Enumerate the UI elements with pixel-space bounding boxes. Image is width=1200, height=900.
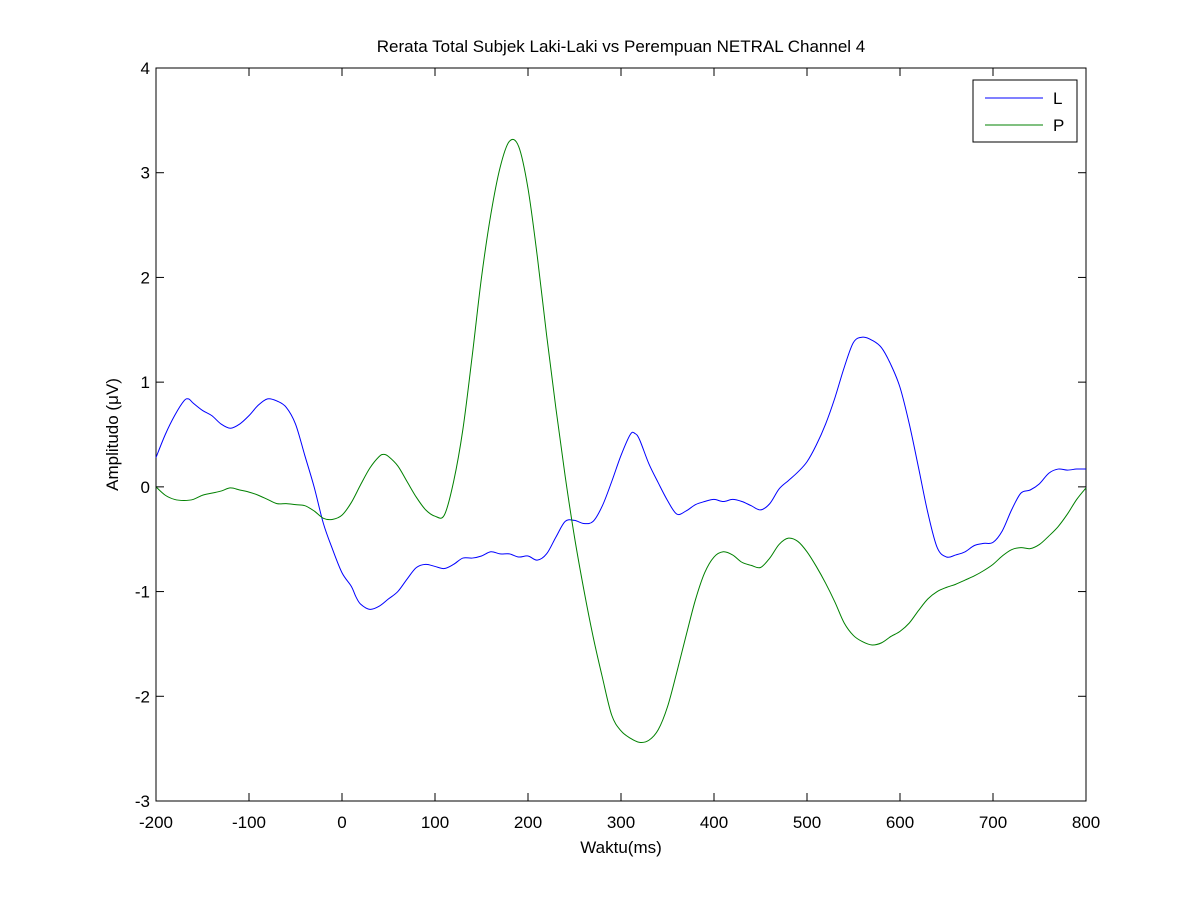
series-layer <box>155 138 1087 743</box>
x-tick-label: 400 <box>700 813 728 832</box>
y-tick-label: 2 <box>141 268 150 287</box>
plot-area <box>155 67 1087 802</box>
y-tick-label: -1 <box>135 583 150 602</box>
y-axis-title: Amplitudo (μV) <box>103 378 122 491</box>
y-tick-label: 4 <box>141 59 150 78</box>
x-tick-label: 100 <box>421 813 449 832</box>
y-tick-label: 3 <box>141 164 150 183</box>
y-tick-label: -3 <box>135 792 150 811</box>
x-tick-label: -200 <box>139 813 173 832</box>
legend-label-P: P <box>1053 116 1064 135</box>
axis-ticks: -200 -100 0 100 200 300 400 500 600 700 800 -3 -2 -1 0… <box>135 59 1100 832</box>
x-tick-label: 200 <box>514 813 542 832</box>
series-line-L <box>155 336 1087 610</box>
x-tick-label: 800 <box>1072 813 1100 832</box>
x-tick-label: 500 <box>793 813 821 832</box>
y-tick-label: 0 <box>141 478 150 497</box>
x-tick-label: 600 <box>886 813 914 832</box>
y-tick-label: 1 <box>141 373 150 392</box>
chart-title: Rerata Total Subjek Laki-Laki vs Perempu… <box>377 37 866 56</box>
x-tick-label: 300 <box>607 813 635 832</box>
legend: LP <box>972 79 1078 143</box>
x-tick-label: 700 <box>979 813 1007 832</box>
legend-label-L: L <box>1053 89 1062 108</box>
y-tick-label: -2 <box>135 687 150 706</box>
series-line-P <box>155 138 1087 743</box>
x-tick-label: -100 <box>232 813 266 832</box>
x-axis-title: Waktu(ms) <box>580 838 662 857</box>
x-tick-label: 0 <box>337 813 346 832</box>
legend-box <box>972 79 1078 143</box>
